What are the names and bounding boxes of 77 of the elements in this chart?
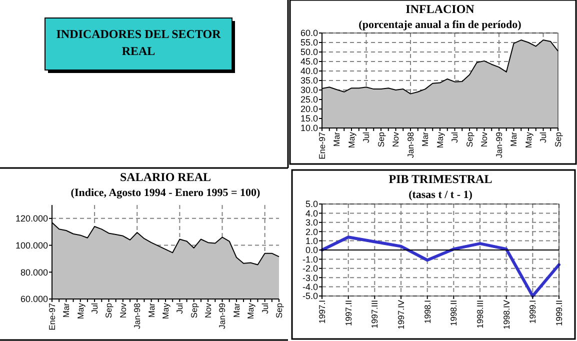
x-tick-label: 1999.I	[528, 300, 538, 324]
chart-title: SALARIO REAL	[120, 170, 212, 184]
x-tick-label: Jul	[450, 132, 460, 143]
x-tick-label: Sep	[274, 302, 284, 318]
x-tick-label: Nov	[479, 131, 490, 148]
x-tick-label: Jan-98	[405, 132, 416, 158]
x-tick-label: Mar	[231, 302, 242, 318]
y-tick-label: 2.0	[305, 226, 318, 237]
x-tick-label: Jul	[538, 132, 548, 143]
x-tick-label: Mar	[61, 302, 72, 318]
x-tick-label: Jul	[361, 132, 372, 143]
x-tick-label: May	[75, 302, 86, 320]
y-tick-label: 60.0	[300, 28, 318, 38]
y-tick-label: 5.0	[305, 199, 318, 210]
x-tick-label: Mar	[332, 132, 342, 147]
x-tick-label: May	[434, 131, 445, 148]
x-tick-label: 1997.IV	[396, 300, 406, 330]
y-tick-label: 80.000	[20, 267, 48, 278]
y-tick-label: 25.0	[300, 94, 318, 105]
x-tick-label: Jan-99	[494, 132, 504, 158]
y-tick-label: 55.0	[300, 38, 318, 48]
x-tick-label: Nov	[118, 302, 128, 318]
x-tick-label: 1999.II	[554, 300, 564, 326]
y-tick-label: 30.0	[300, 85, 318, 96]
y-tick-label: -1.0	[302, 254, 318, 264]
y-tick-label: 40.0	[300, 66, 318, 76]
x-tick-label: 1997.III	[370, 300, 380, 328]
x-tick-label: Sep	[552, 132, 563, 148]
x-tick-label: May	[523, 131, 534, 148]
x-tick-label: Ene-97	[46, 302, 57, 330]
x-tick-label: Sep	[104, 302, 114, 318]
x-tick-label: Sep	[188, 302, 199, 318]
x-tick-label: 1998.II	[448, 300, 459, 326]
x-tick-label: 1998.III	[474, 300, 485, 328]
x-tick-label: May	[160, 302, 170, 320]
text: INDICADORES DEL SECTOR REAL	[56, 27, 222, 58]
y-tick-label: -2.0	[302, 264, 318, 274]
x-tick-label: Jul	[90, 302, 100, 314]
y-tick-label: 120.000	[15, 214, 48, 224]
x-tick-label: 1997.I	[316, 300, 327, 324]
y-tick-label: 4.0	[305, 208, 318, 218]
x-tick-label: Mar	[146, 302, 156, 318]
y-tick-label: 0.0	[305, 245, 318, 256]
chart-subtitle: (porcentaje anual a fin de período)	[358, 19, 522, 31]
x-tick-label: May	[346, 131, 356, 148]
x-tick-label: Mar	[420, 132, 430, 147]
y-tick-label: 20.0	[300, 104, 318, 114]
x-tick-label: Ene-97	[316, 132, 327, 160]
x-tick-label: Jan-99	[217, 302, 228, 329]
y-tick-label: -5.0	[302, 291, 318, 302]
x-tick-label: Mar	[508, 132, 519, 147]
chart-title: INFLACION	[406, 2, 475, 16]
y-tick-label: 10.0	[300, 123, 318, 134]
chart-title: PIB TRIMESTRAL	[388, 172, 492, 186]
x-tick-label: Sep	[464, 132, 474, 148]
y-tick-label: -3.0	[302, 272, 318, 283]
y-tick-label: 3.0	[305, 218, 318, 228]
y-tick-label: 60.000	[20, 294, 48, 304]
y-tick-label: 100.000	[15, 240, 48, 250]
y-tick-label: 35.0	[300, 76, 318, 86]
x-tick-label: Jan-98	[132, 302, 142, 329]
chart-subtitle: (tasas t / t - 1)	[408, 189, 473, 201]
x-tick-label: 1997.II	[343, 300, 354, 326]
x-tick-label: Jul	[174, 302, 185, 314]
x-tick-label: Sep	[376, 132, 386, 148]
y-tick-label: 15.0	[300, 114, 318, 124]
x-tick-label: Jul	[260, 302, 270, 314]
x-tick-label: 1998.IV	[501, 300, 512, 330]
y-tick-label: -4.0	[302, 282, 318, 292]
y-tick-label: 1.0	[305, 236, 318, 246]
x-tick-label: 1998.I	[422, 300, 432, 324]
x-tick-label: May	[246, 302, 256, 320]
chart-subtitle: (Indice, Agosto 1994 - Enero 1995 = 100)	[70, 187, 261, 199]
y-tick-label: 50.0	[300, 47, 318, 58]
x-tick-label: Nov	[203, 302, 214, 318]
y-tick-label: 45.0	[300, 56, 318, 67]
x-tick-label: Nov	[390, 131, 401, 148]
